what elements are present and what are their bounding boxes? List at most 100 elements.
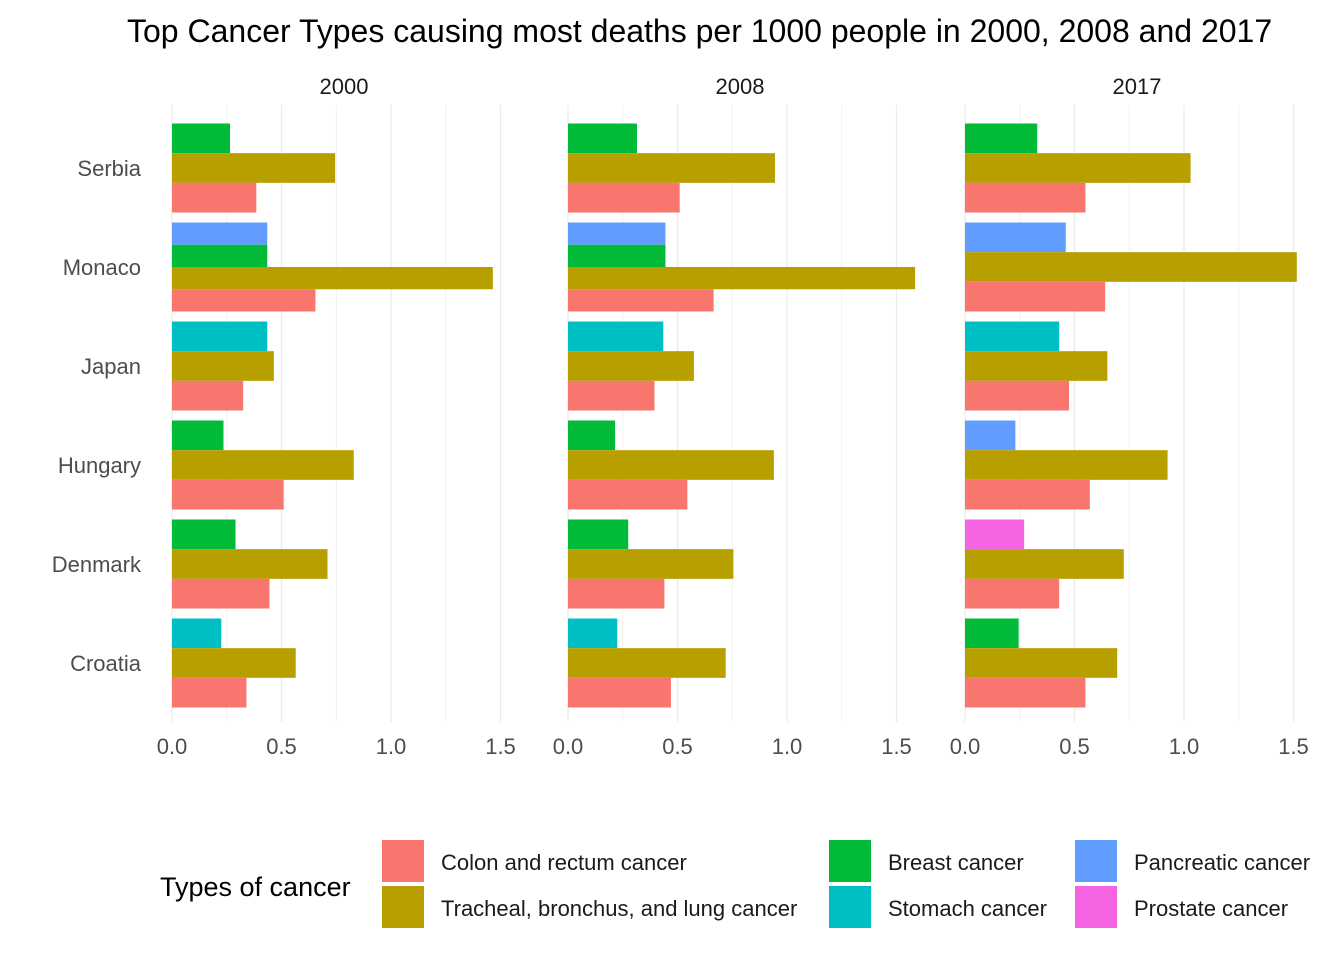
legend-items: Colon and rectum cancer Tracheal, bronchu… [382,840,1310,928]
bar-colon [172,182,257,213]
facet-label: 2017 [1113,74,1162,99]
legend-label: Tracheal, bronchus, and lung cancer [441,896,797,921]
bar-breast [568,123,637,154]
bar-lung [172,648,296,678]
legend-swatch [829,840,871,882]
legend-swatch [1075,886,1117,928]
country-label: Japan [81,354,141,379]
legend-label: Prostate cancer [1134,896,1288,921]
legend: Types of cancer Colon and rectum cancer T… [160,840,1310,928]
x-tick-label: 0.0 [950,734,981,759]
bar-colon [965,182,1086,213]
x-tick-label: 1.5 [881,734,912,759]
legend-title: Types of cancer [160,872,351,902]
bar-breast [965,123,1038,154]
country-label: Denmark [52,552,142,577]
x-tick-label: 1.5 [1278,734,1309,759]
bar-lung [568,549,734,579]
bar-lung [568,648,726,678]
facet-2000: 2000 0.0 0.5 1.0 1.5 [157,74,516,759]
legend-item-lung: Tracheal, bronchus, and lung cancer [382,886,797,928]
facet-label: 2000 [320,74,369,99]
legend-swatch [829,886,871,928]
bar-pancreatic [172,222,268,245]
bar-colon [965,479,1090,510]
country-label: Monaco [63,255,141,280]
chart-title: Top Cancer Types causing most deaths per… [127,13,1272,49]
legend-item-breast: Breast cancer [829,840,1024,882]
x-tick-label: 0.0 [157,734,188,759]
bar-stomach [568,618,618,649]
bar-lung [172,450,354,480]
bar-lung [172,351,274,381]
bar-lung [965,351,1108,381]
bar-pancreatic [965,222,1066,253]
x-tick-label: 0.5 [662,734,693,759]
bar-lung [965,153,1191,183]
bar-colon [172,289,316,312]
bar-lung [172,549,328,579]
legend-swatch [382,840,424,882]
bar-colon [568,578,665,609]
bar-lung [568,351,694,381]
legend-label: Pancreatic cancer [1134,850,1310,875]
facet-label: 2008 [716,74,765,99]
legend-item-prostate: Prostate cancer [1075,886,1288,928]
bar-breast [965,618,1019,649]
x-tick-label: 0.0 [553,734,584,759]
bar-colon [965,380,1070,411]
bar-stomach [568,321,664,352]
bar-colon [568,380,655,411]
bar-breast [172,244,268,267]
bar-lung [965,648,1118,678]
bar-colon [568,182,680,213]
x-tick-label: 0.5 [1059,734,1090,759]
country-label: Serbia [77,156,141,181]
bar-lung [965,252,1297,282]
bar-stomach [172,618,222,649]
bar-lung [568,267,916,290]
bar-pancreatic [568,222,666,245]
bar-pancreatic [965,420,1016,451]
country-label: Hungary [58,453,141,478]
bar-colon [568,479,688,510]
bar-lung [568,153,775,183]
bar-colon [568,677,671,708]
bar-lung [965,549,1124,579]
bar-colon [965,677,1086,708]
legend-item-colon: Colon and rectum cancer [382,840,687,882]
bar-colon [965,281,1106,312]
bar-lung [172,267,493,290]
bar-lung [568,450,774,480]
x-tick-label: 1.0 [376,734,407,759]
legend-item-pancreatic: Pancreatic cancer [1075,840,1310,882]
legend-item-stomach: Stomach cancer [829,886,1047,928]
facet-2008: 2008 0.0 0.5 1.0 1.5 [553,74,916,759]
bar-prostate [965,519,1025,550]
legend-label: Breast cancer [888,850,1024,875]
x-tick-label: 0.5 [266,734,297,759]
bar-colon [172,479,284,510]
bar-breast [568,519,629,550]
legend-label: Colon and rectum cancer [441,850,687,875]
bar-stomach [172,321,268,352]
bar-stomach [965,321,1060,352]
bar-colon [568,289,714,312]
bar-colon [172,677,247,708]
country-label: Croatia [70,651,142,676]
legend-swatch [1075,840,1117,882]
x-tick-label: 1.0 [1169,734,1200,759]
bar-breast [172,420,224,451]
bar-colon [172,578,270,609]
bar-colon [172,380,244,411]
legend-label: Stomach cancer [888,896,1047,921]
bar-breast [568,420,616,451]
facet-panels: 2000 0.0 0.5 1.0 1.5 2008 0.0 0.5 1.0 1.5 2017 0.0 0… [157,74,1309,759]
y-axis-labels: Serbia Monaco Japan Hungary Denmark Croatia [52,156,142,676]
bar-breast [172,519,236,550]
bar-colon [965,578,1060,609]
legend-swatch [382,886,424,928]
facet-2017: 2017 0.0 0.5 1.0 1.5 [950,74,1309,759]
x-tick-label: 1.5 [485,734,516,759]
